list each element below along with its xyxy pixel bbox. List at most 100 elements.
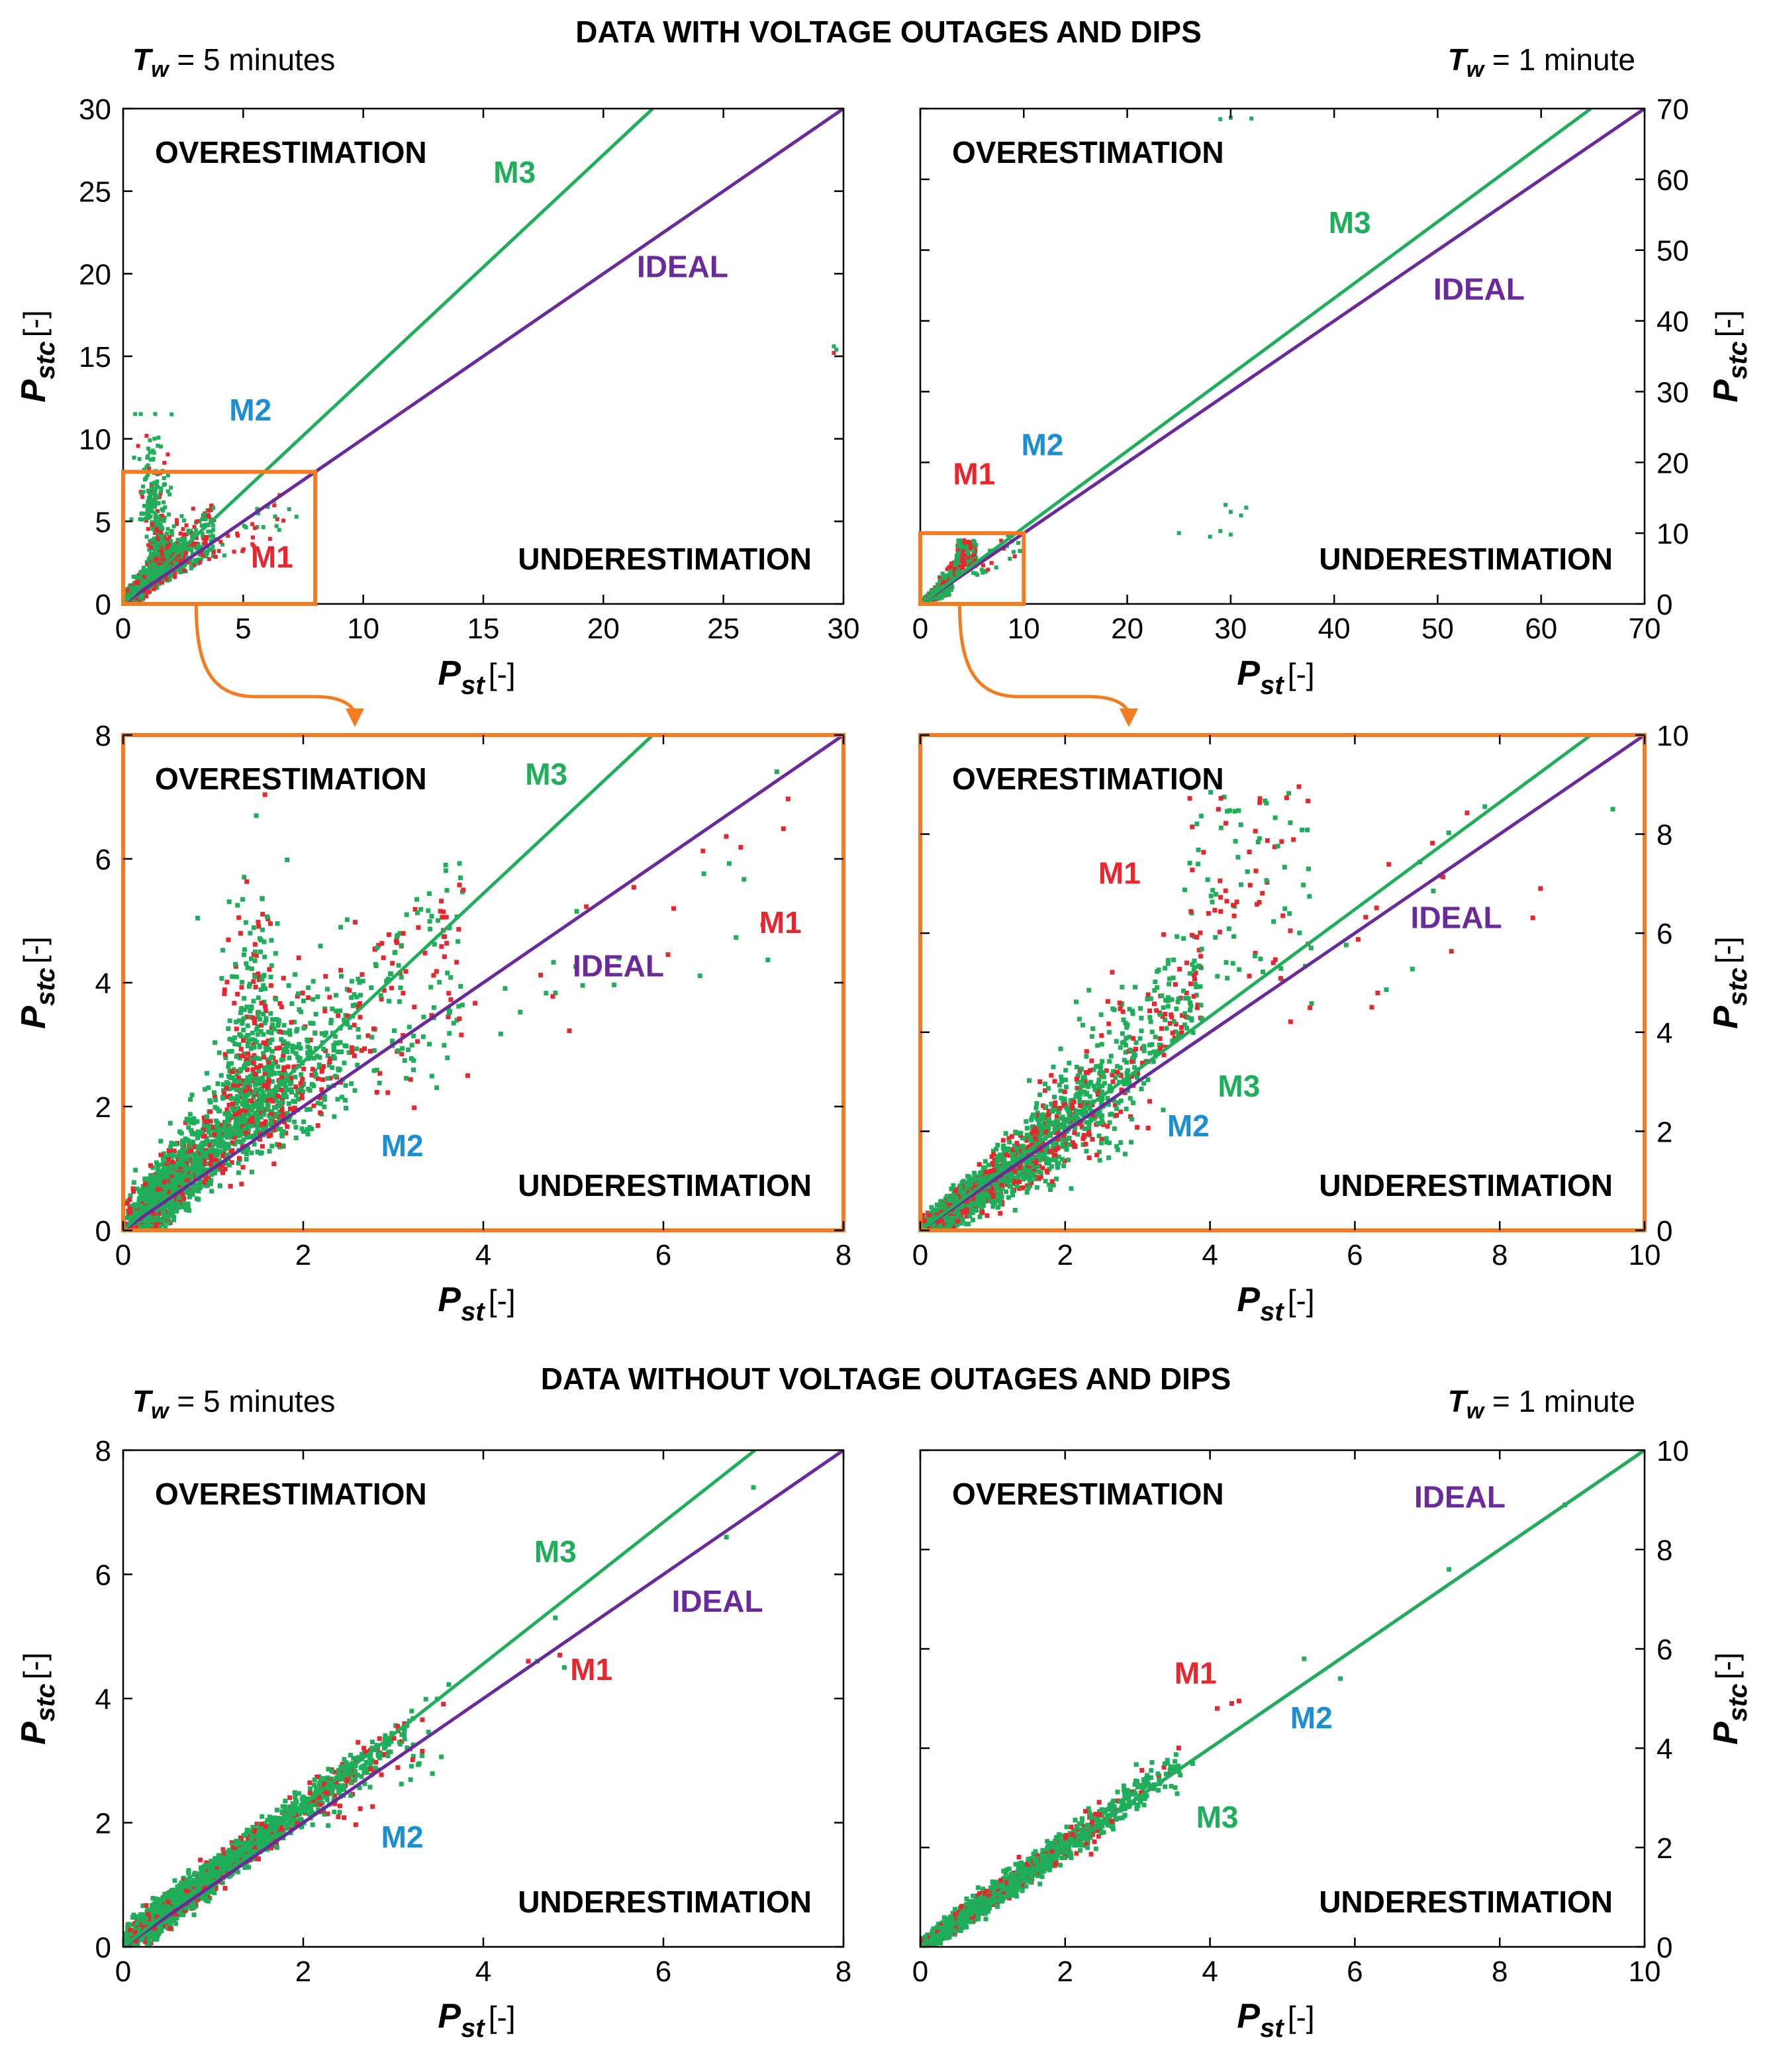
m1-point	[973, 548, 978, 552]
m1-point	[949, 561, 953, 566]
m3-point	[158, 538, 163, 543]
m3-point	[150, 448, 155, 453]
m1-point	[181, 534, 186, 539]
m3-point	[168, 492, 172, 497]
y-tick-label: 0	[95, 589, 111, 621]
m3-point	[152, 536, 157, 541]
plot-frame	[919, 107, 1646, 605]
m3-point	[211, 554, 216, 558]
m3-point	[178, 538, 183, 542]
m3-point	[148, 493, 152, 497]
y-tick-label: 15	[79, 341, 111, 373]
m2-series-label: M2	[1021, 428, 1063, 462]
m3-point	[936, 586, 941, 591]
m1-point	[211, 550, 216, 555]
m3-point	[144, 534, 149, 539]
zoom-arrow-head	[1120, 709, 1138, 727]
m1-point	[209, 504, 214, 509]
m3-point	[138, 596, 143, 601]
m1-point	[166, 542, 171, 546]
m3-point	[1208, 534, 1212, 539]
m3-point	[1224, 503, 1228, 507]
m3-point	[156, 520, 161, 525]
m3-point	[154, 483, 159, 487]
m3-point	[949, 583, 954, 588]
m3-point	[960, 544, 965, 549]
m3-point	[159, 444, 164, 449]
m3-point	[936, 584, 940, 589]
m1-point	[175, 518, 179, 522]
m3-point	[957, 545, 961, 550]
m1-point	[253, 526, 258, 530]
m1-point	[162, 460, 167, 465]
m3-point	[1011, 550, 1016, 554]
m3-point	[957, 556, 961, 560]
m3-point	[165, 554, 169, 559]
m3-point	[162, 483, 166, 487]
m3-point	[156, 435, 161, 440]
m1-point	[144, 434, 149, 438]
m3-point	[180, 537, 185, 542]
m3-point	[158, 546, 162, 550]
m3-point	[152, 561, 157, 566]
m1-point	[162, 558, 166, 562]
m3-point	[123, 587, 128, 592]
m3-point	[162, 475, 166, 480]
m1-point	[155, 509, 160, 514]
m1-point	[162, 534, 167, 539]
m1-point	[961, 563, 966, 567]
m3-point	[131, 575, 136, 579]
m3-point	[148, 450, 152, 455]
m3-point	[197, 518, 201, 523]
m3-point	[153, 493, 158, 497]
m1-point	[160, 513, 164, 518]
m1-point	[178, 560, 183, 565]
m3-point	[1228, 532, 1233, 537]
m3-point	[1018, 548, 1023, 553]
m1-point	[951, 569, 956, 574]
m3-point	[181, 564, 185, 569]
zoom-arrow-head	[346, 709, 364, 727]
m3-point	[153, 520, 158, 524]
m3-point	[201, 534, 205, 538]
m1-point	[235, 531, 240, 536]
m3-point	[957, 540, 961, 545]
m1-point	[140, 495, 145, 499]
m1-point	[152, 587, 156, 591]
m3-line	[123, 109, 654, 604]
x-tick-label: 0	[912, 613, 928, 645]
m3-point	[146, 473, 150, 477]
m1-point	[165, 546, 169, 551]
m3-point	[129, 517, 134, 522]
m3-point	[146, 575, 150, 579]
m3-point	[149, 498, 154, 503]
m1-point	[159, 530, 164, 534]
m3-point	[148, 573, 153, 577]
m3-point	[202, 550, 207, 554]
m3-point	[189, 548, 194, 552]
y-tick-label: 10	[79, 424, 111, 456]
y-tick-label: 50	[1657, 235, 1689, 268]
m3-point	[162, 540, 167, 544]
m3-point	[255, 507, 260, 511]
m1-point	[144, 518, 149, 523]
m3-point	[153, 412, 158, 417]
m1-point	[968, 544, 973, 548]
m1-point	[272, 503, 277, 508]
m3-point	[151, 504, 156, 509]
m3-point	[150, 584, 154, 589]
m1-point	[206, 513, 211, 517]
x-tick-label: 15	[467, 613, 500, 645]
x-tick-label: 0	[115, 613, 131, 645]
m3-point	[160, 532, 164, 537]
m3-point	[134, 583, 138, 588]
m1-point	[165, 537, 169, 542]
m1-point	[216, 549, 221, 554]
x-tick-label: 10	[347, 613, 379, 645]
m3-point	[175, 538, 180, 542]
m3-point	[964, 548, 969, 553]
m1-point	[147, 466, 152, 471]
m3-point	[945, 587, 949, 591]
